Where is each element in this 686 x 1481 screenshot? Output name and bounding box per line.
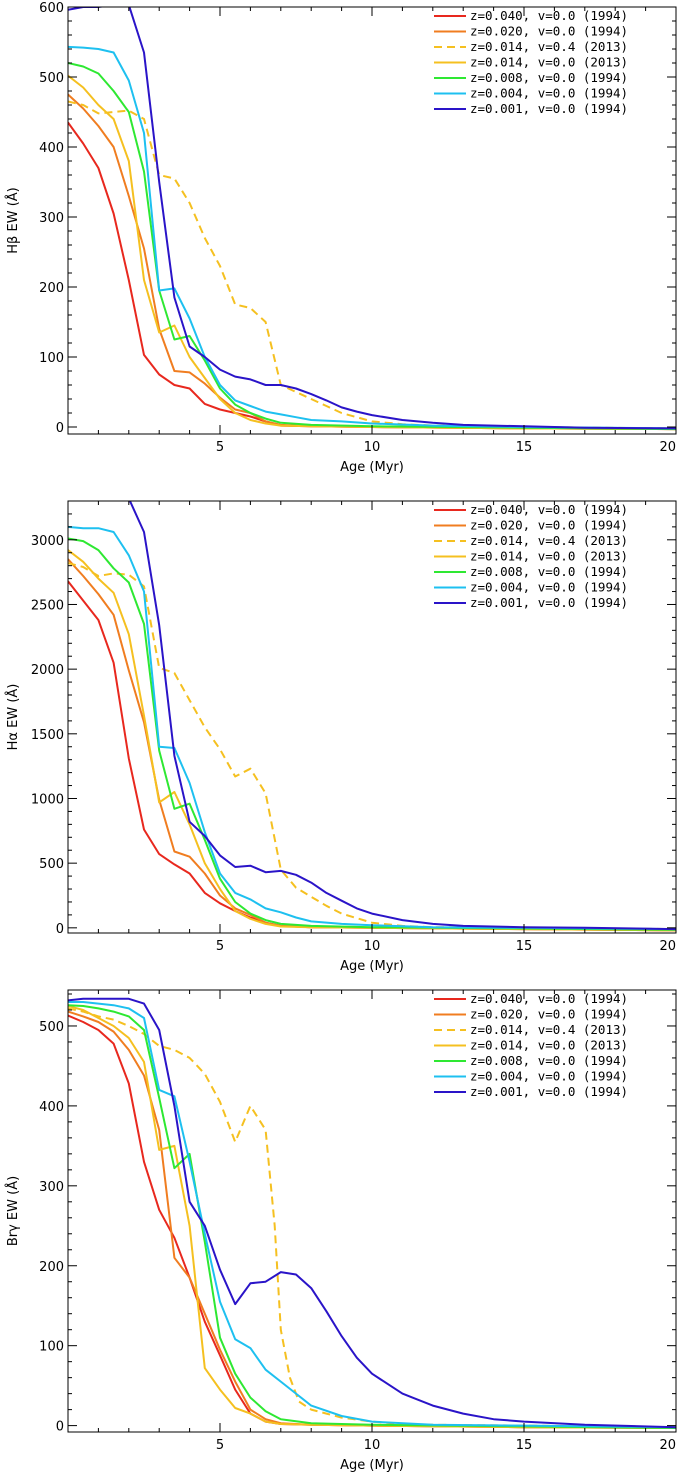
x-tick-label: 15 [516,440,533,455]
series-line-7 [128,501,676,931]
series-line-3 [68,562,676,931]
series-line-6 [68,1001,676,1429]
y-tick-label: 400 [39,141,64,156]
x-tick-label: 10 [364,939,381,954]
y-tick-label: 500 [39,1020,64,1035]
x-tick-label: 5 [216,1438,224,1453]
y-axis-label-part: EW (Å) [5,684,21,732]
legend-label-4: z=0.014, v=0.0 (2013) [470,55,628,70]
y-tick-label: 0 [56,922,64,937]
legend-label-6: z=0.004, v=0.0 (1994) [470,580,628,595]
series-group [68,997,676,1429]
legend-label-2: z=0.020, v=0.0 (1994) [470,1007,628,1022]
chart-panel-2: 5 10 15 20 0 500 1000 1500 2000 2500 3000 Age (Myr)… [5,500,677,974]
x-axis-label: Age (Myr) [340,1458,404,1473]
y-tick-label: 0 [56,1420,64,1435]
legend-label-1: z=0.040, v=0.0 (1994) [470,8,628,23]
y-tick-label: 500 [39,71,64,86]
y-tick-label: 400 [39,1100,64,1115]
series-line-1 [68,121,676,431]
x-tick-label: 10 [364,440,381,455]
x-tick-label: 20 [659,440,676,455]
y-axis-label: Hα EW (Å) [5,684,21,751]
series-line-4 [68,74,676,431]
legend-label-4: z=0.014, v=0.0 (2013) [470,1038,628,1053]
y-axis-label: Hβ EW (Å) [5,187,21,253]
y-tick-label: 2500 [31,598,64,613]
y-axis-label: Brγ EW (Å) [5,1176,21,1246]
legend-label-7: z=0.001, v=0.0 (1994) [470,1084,628,1099]
legend-label-7: z=0.001, v=0.0 (1994) [470,101,628,116]
x-tick-label: 20 [659,1438,676,1453]
y-axis-label-part: EW (Å) [5,1176,21,1224]
x-tick-label: 5 [216,440,224,455]
legend-label-1: z=0.040, v=0.0 (1994) [470,502,628,517]
x-axis-label: Age (Myr) [340,460,404,475]
legend-label-6: z=0.004, v=0.0 (1994) [470,1069,628,1084]
legend-label-5: z=0.008, v=0.0 (1994) [470,1053,628,1068]
legend-label-6: z=0.004, v=0.0 (1994) [470,86,628,101]
legend-label-4: z=0.014, v=0.0 (2013) [470,549,628,564]
legend-label-2: z=0.020, v=0.0 (1994) [470,24,628,39]
series-line-3 [68,100,676,430]
legend-label-3: z=0.014, v=0.4 (2013) [470,1022,628,1037]
y-tick-label: 600 [39,1,64,16]
x-tick-label: 5 [216,939,224,954]
series-group [68,501,676,932]
legend-label-5: z=0.008, v=0.0 (1994) [470,564,628,579]
y-axis-label-part: H [6,244,21,254]
legend-label-5: z=0.008, v=0.0 (1994) [470,70,628,85]
legend: z=0.040, v=0.0 (1994)z=0.020, v=0.0 (199… [434,991,628,1099]
y-axis-label-part: β [6,236,21,244]
legend-label-3: z=0.014, v=0.4 (2013) [470,39,628,54]
y-axis-label-part: α [6,732,21,741]
x-tick-label: 15 [516,939,533,954]
legend-label-7: z=0.001, v=0.0 (1994) [470,595,628,610]
y-tick-label: 300 [39,211,64,226]
legend-label-2: z=0.020, v=0.0 (1994) [470,518,628,533]
series-line-4 [68,549,676,932]
y-tick-label: 100 [39,1340,64,1355]
x-tick-label: 10 [364,1438,381,1453]
y-tick-label: 500 [39,857,64,872]
series-line-2 [68,93,676,431]
legend-label-1: z=0.040, v=0.0 (1994) [470,991,628,1006]
x-tick-label: 20 [659,939,676,954]
x-tick-label: 15 [516,1438,533,1453]
y-axis-label-part: H [6,741,21,751]
y-axis-label-part: Br [6,1231,21,1246]
y-tick-label: 0 [56,421,64,436]
y-axis-label-part: EW (Å) [5,187,21,235]
series-line-7 [68,997,676,1429]
y-tick-label: 100 [39,351,64,366]
series-line-4 [68,1005,676,1429]
series-line-7 [68,7,676,430]
legend: z=0.040, v=0.0 (1994)z=0.020, v=0.0 (199… [434,502,628,610]
series-line-6 [68,45,676,430]
series-line-6 [68,525,676,931]
y-tick-label: 200 [39,1260,64,1275]
y-tick-label: 2000 [31,663,64,678]
series-line-5 [68,62,676,431]
y-tick-label: 1000 [31,792,64,807]
y-tick-label: 3000 [31,534,64,549]
legend: z=0.040, v=0.0 (1994)z=0.020, v=0.0 (199… [434,8,628,116]
y-tick-label: 1500 [31,728,64,743]
y-tick-label: 300 [39,1180,64,1195]
series-line-5 [68,537,676,931]
y-tick-label: 200 [39,281,64,296]
series-line-5 [68,1004,676,1429]
y-axis-label-part: γ [6,1224,21,1232]
x-axis-label: Age (Myr) [340,959,404,974]
legend-label-3: z=0.014, v=0.4 (2013) [470,533,628,548]
series-group [68,7,676,431]
